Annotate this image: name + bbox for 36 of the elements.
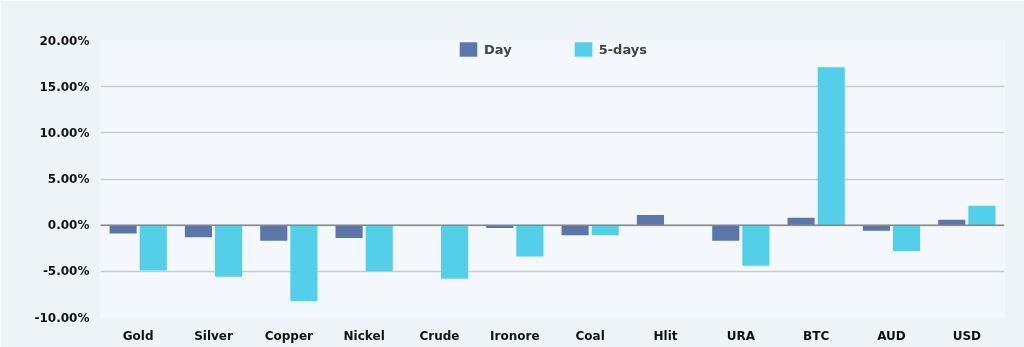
bar — [742, 225, 770, 266]
y-tick-label: -5.00% — [42, 264, 90, 279]
bar — [893, 225, 921, 252]
x-tick-label: Gold — [122, 328, 154, 343]
bar — [712, 225, 740, 241]
legend-label: 5-days — [598, 41, 647, 57]
bar — [968, 205, 996, 226]
bar — [215, 225, 243, 277]
x-tick-label: Coal — [575, 328, 605, 343]
bar — [184, 225, 212, 238]
y-tick-label: 5.00% — [47, 172, 90, 186]
x-tick-label: USD — [952, 328, 982, 343]
x-tick-label: Nickel — [343, 328, 385, 343]
x-tick-label: Copper — [264, 328, 314, 343]
bar — [260, 225, 288, 241]
bar — [862, 225, 890, 231]
bar — [817, 67, 845, 226]
x-tick-label: URA — [726, 328, 756, 343]
y-tick-label: 0.00% — [47, 218, 90, 233]
bar — [441, 225, 469, 279]
y-tick-label: -10.00% — [34, 310, 90, 325]
x-tick-label: Hlit — [653, 328, 678, 343]
x-tick-label: Ironore — [490, 328, 540, 343]
y-tick-label: 15.00% — [39, 79, 90, 94]
x-tick-label: BTC — [803, 328, 830, 343]
legend-label: Day — [484, 41, 512, 57]
bar — [335, 225, 363, 239]
x-tick-label: AUD — [877, 328, 906, 343]
x-tick-label: Crude — [419, 328, 460, 343]
x-tick-label: Silver — [194, 328, 233, 343]
y-tick-label: 20.00% — [39, 33, 90, 48]
y-tick-label: 10.00% — [39, 125, 90, 140]
bar — [139, 225, 167, 271]
bar — [290, 225, 318, 301]
bar — [365, 225, 393, 272]
bar — [516, 225, 544, 257]
